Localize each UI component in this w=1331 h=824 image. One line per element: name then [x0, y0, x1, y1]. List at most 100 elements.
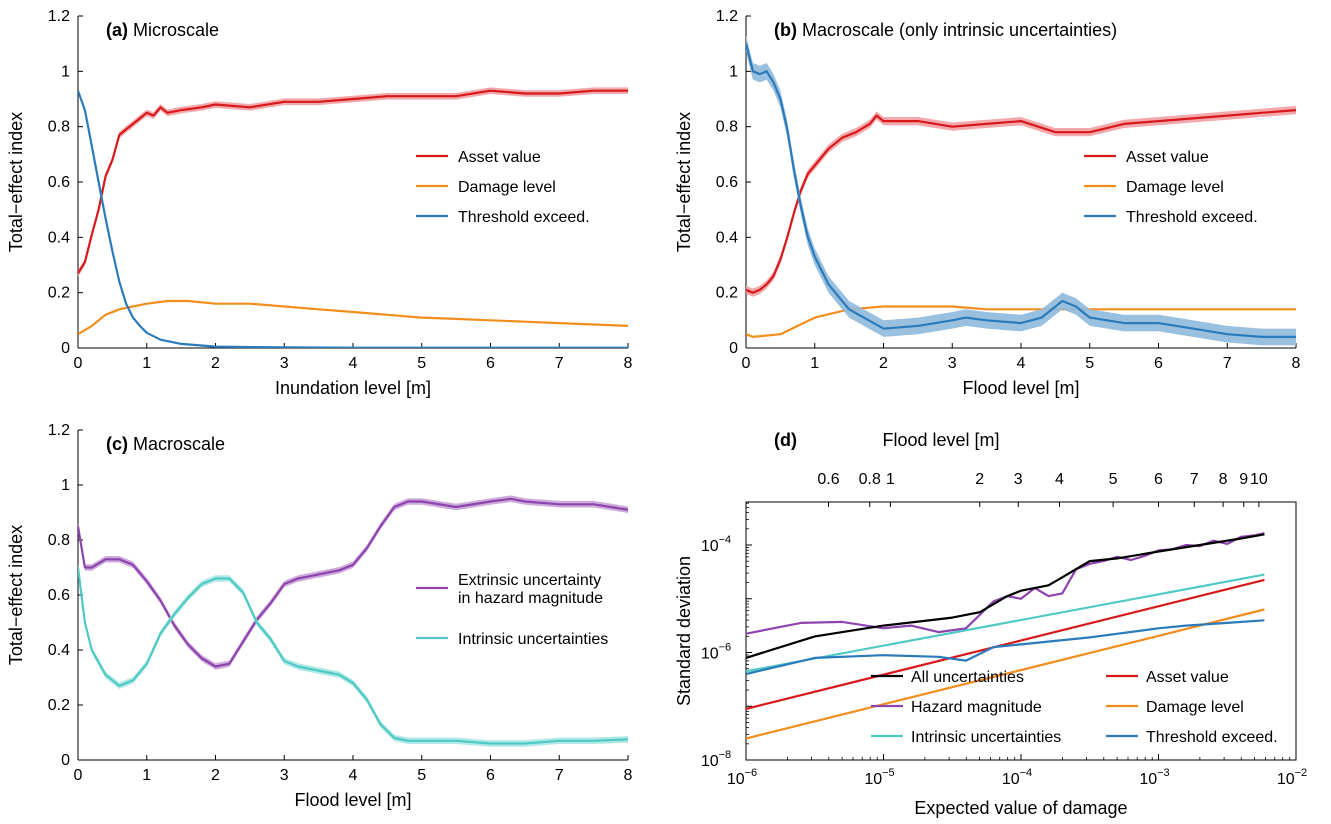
top-tick-label: 3 [1014, 471, 1023, 488]
x-tick-label: 8 [624, 355, 633, 372]
series-line [78, 567, 628, 745]
x-tick-label: 4 [1017, 355, 1026, 372]
top-tick-label: 7 [1190, 471, 1199, 488]
y-tick-label: 1 [729, 63, 738, 80]
y-tick-label: 1 [61, 477, 70, 494]
legend-label: Threshold exceed. [1146, 729, 1278, 746]
tick-base: 10 [1002, 771, 1020, 788]
panel-letter: (c) [106, 434, 128, 454]
x-tick-label: 7 [555, 355, 564, 372]
legend-label: Intrinsic uncertainties [911, 729, 1061, 746]
x-tick-label: 6 [1154, 355, 1163, 372]
series-line [746, 43, 1296, 338]
y-tick-label: 0 [61, 340, 70, 357]
x-tick-label: 0 [74, 355, 83, 372]
top-tick-label: 5 [1109, 471, 1118, 488]
panel-title: (c) Macroscale [106, 434, 225, 454]
x-tick-label: 1 [142, 355, 151, 372]
y-tick-label: 0.6 [716, 174, 738, 191]
tick-exponent: −4 [1020, 767, 1033, 779]
y-tick-label: 1 [61, 63, 70, 80]
x-tick-label: 1 [810, 355, 819, 372]
y-tick-label: 10−8 [701, 749, 731, 770]
x-tick-label: 3 [948, 355, 957, 372]
tick-exponent: −4 [719, 534, 732, 546]
legend: Asset value Damage level Threshold exceed. [416, 149, 590, 226]
panel-c: 0 1 2 3 4 5 6 7 8 0 0.2 0.4 0.6 0.8 1 1.2 Flood level [m… [6, 422, 633, 810]
y-axis-title: Total−effect index [674, 112, 694, 252]
x-tick-label: 6 [486, 767, 495, 784]
series-line [78, 299, 628, 336]
y-tick-label: 0.8 [716, 119, 738, 136]
legend-label: Damage level [458, 179, 556, 196]
legend-label: All uncertainties [911, 669, 1024, 686]
x-tick-label: 10−4 [1002, 767, 1032, 788]
panel-d: 10−6 10−5 10−4 10−3 10−210−810−610−40.6 0.8 1 2… [674, 430, 1307, 818]
top-tick-label: 8 [1219, 471, 1228, 488]
y-axis-title: Standard deviation [674, 556, 694, 706]
series-band [746, 105, 1296, 297]
top-axis-title: Flood level [m] [882, 430, 999, 450]
panel-b: 0 1 2 3 4 5 6 7 8 0 0.2 0.4 0.6 0.8 1 1.2 Flood level [m… [674, 8, 1301, 398]
top-tick-label: 0.8 [859, 471, 881, 488]
x-tick-label: 8 [624, 767, 633, 784]
panel-letter: (b) [774, 20, 797, 40]
tick-base: 10 [701, 753, 719, 770]
series-line [746, 533, 1265, 659]
y-tick-label: 0.8 [48, 119, 70, 136]
legend-label: Damage level [1126, 179, 1224, 196]
x-axis-title: Expected value of damage [914, 798, 1127, 818]
y-tick-label: 0 [61, 752, 70, 769]
tick-exponent: −6 [719, 642, 732, 654]
x-tick-label: 10−5 [864, 767, 894, 788]
y-tick-label: 1.2 [716, 8, 738, 25]
x-tick-label: 2 [879, 355, 888, 372]
x-tick-label: 6 [486, 355, 495, 372]
legend-label: Asset value [458, 149, 541, 166]
x-tick-label: 8 [1292, 355, 1301, 372]
panel-title-text: Microscale [128, 20, 219, 40]
x-tick-label: 0 [742, 355, 751, 372]
x-tick-label: 10−6 [727, 767, 757, 788]
x-tick-label: 5 [417, 355, 426, 372]
y-tick-label: 0 [729, 340, 738, 357]
x-tick-label: 2 [211, 767, 220, 784]
top-tick-label: 6 [1154, 471, 1163, 488]
panel-letter: (a) [106, 20, 128, 40]
legend-label: Hazard magnitude [911, 699, 1042, 716]
top-tick-label: 4 [1055, 471, 1064, 488]
legend: Asset value Damage level Threshold exceed. [1084, 149, 1258, 226]
plot-area [746, 35, 1296, 346]
top-tick-label: 2 [975, 471, 984, 488]
legend-label: Extrinsic uncertainty [458, 572, 601, 589]
x-tick-label: 10−3 [1139, 767, 1169, 788]
panel-title-text: Macroscale (only intrinsic uncertainties… [797, 20, 1117, 40]
x-tick-label: 3 [280, 355, 289, 372]
series-line [746, 573, 1265, 673]
top-tick-label: 0.6 [817, 471, 839, 488]
x-tick-label: 2 [211, 355, 220, 372]
series-line [78, 497, 628, 668]
y-tick-label: 0.4 [48, 229, 70, 246]
legend-label: Intrinsic uncertainties [458, 631, 608, 648]
x-tick-label: 7 [555, 767, 564, 784]
x-axis-title: Flood level [m] [294, 790, 411, 810]
series-line [78, 90, 628, 348]
y-tick-label: 0.6 [48, 587, 70, 604]
legend-label: Threshold exceed. [458, 209, 590, 226]
series-line [746, 619, 1265, 676]
plot-area [78, 87, 628, 348]
tick-exponent: −2 [1295, 767, 1308, 779]
tick-base: 10 [727, 771, 745, 788]
series-line [746, 532, 1265, 635]
plot-area [78, 495, 628, 747]
legend-label: Asset value [1146, 669, 1229, 686]
x-tick-label: 4 [349, 767, 358, 784]
tick-base: 10 [1139, 771, 1157, 788]
series-line [746, 608, 1265, 740]
y-tick-label: 1.2 [48, 422, 70, 439]
series-line [746, 305, 1296, 338]
y-tick-label: 0.8 [48, 532, 70, 549]
